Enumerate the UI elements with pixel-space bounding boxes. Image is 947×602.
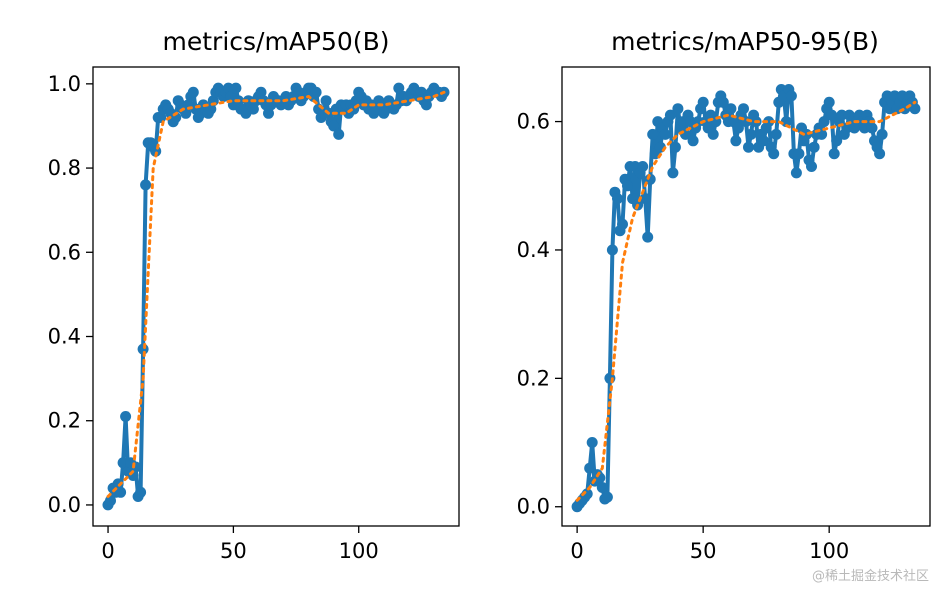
data-point (672, 103, 684, 115)
data-point (393, 82, 405, 94)
y-tick-label: 0.6 (48, 240, 81, 264)
data-point (247, 103, 259, 115)
y-ticks: 0.0 0.2 0.4 0.6 (517, 110, 562, 519)
data-point (866, 122, 878, 134)
y-tick-label: 0.0 (48, 493, 81, 517)
data-point (876, 128, 888, 140)
data-point (115, 486, 127, 498)
x-tick-label: 0 (570, 539, 583, 563)
x-tick-label: 50 (220, 539, 247, 563)
data-point (647, 128, 659, 140)
data-point (120, 411, 132, 422)
data-point (664, 109, 676, 121)
data-point (730, 135, 742, 147)
data-point (667, 167, 679, 179)
data-point (617, 218, 628, 230)
y-tick-label: 0.2 (517, 366, 550, 390)
data-point (806, 161, 817, 172)
data-point (738, 103, 749, 115)
y-tick-label: 0.4 (48, 325, 81, 349)
data-point (135, 486, 147, 498)
chart-title: metrics/mAP50-95(B) (611, 27, 879, 56)
y-tick-label: 1.0 (48, 72, 81, 96)
data-point (320, 95, 332, 107)
data-point (255, 86, 267, 98)
data-point (818, 116, 830, 128)
data-point (328, 120, 340, 132)
data-point (697, 96, 709, 108)
y-tick-label: 0.8 (48, 156, 81, 180)
data-point (763, 116, 775, 128)
data-point (584, 462, 596, 474)
data-point (780, 116, 792, 128)
data-point (732, 122, 744, 134)
data-point (612, 193, 623, 205)
series-layer (102, 82, 450, 511)
data-point (831, 135, 843, 147)
series-layer (571, 84, 921, 513)
data-point (823, 96, 835, 108)
data-point (785, 90, 797, 102)
data-point (187, 86, 199, 98)
y-tick-label: 0.0 (517, 495, 550, 519)
data-point (230, 82, 242, 94)
data-point (745, 128, 757, 140)
data-point (669, 141, 681, 153)
data-point (140, 179, 152, 191)
data-point (420, 99, 432, 111)
chart-title: metrics/mAP50(B) (163, 27, 390, 56)
data-point (909, 103, 921, 115)
x-tick-label: 0 (101, 539, 114, 563)
watermark: @稀土掘金技术社区 (812, 568, 929, 584)
data-point (606, 244, 618, 256)
data-point (639, 193, 651, 205)
y-ticks: 0.0 0.2 0.4 0.6 0.8 1.0 (48, 72, 93, 517)
data-point (826, 109, 838, 121)
data-point (707, 128, 719, 140)
x-ticks: 0 50 100 (101, 526, 379, 563)
data-point (687, 135, 699, 147)
data-point (808, 141, 820, 153)
data-point (601, 491, 613, 503)
x-ticks: 0 50 100 (570, 526, 849, 563)
data-point (743, 141, 754, 153)
data-point (828, 148, 840, 160)
x-tick-label: 100 (339, 539, 379, 563)
data-point (758, 135, 770, 147)
y-tick-label: 0.4 (517, 238, 550, 262)
data-point (263, 107, 274, 119)
smooth-line (575, 100, 917, 502)
x-tick-label: 100 (809, 539, 849, 563)
data-point (768, 148, 780, 160)
data-point (205, 103, 217, 115)
data-point (637, 161, 649, 172)
data-point (874, 148, 886, 160)
data-point (793, 148, 805, 160)
data-point (586, 437, 598, 448)
subplot-map50-95: metrics/mAP50-95(B) 0 50 100 0.0 0.2 0.4 0.6 (517, 27, 931, 563)
data-point (790, 167, 802, 179)
data-point (596, 482, 608, 493)
y-tick-label: 0.6 (517, 110, 550, 134)
data-point (622, 180, 633, 192)
data-point (717, 96, 729, 108)
data-point (770, 128, 782, 140)
data-point (659, 128, 671, 140)
data-point (112, 478, 124, 490)
data-point (310, 86, 322, 98)
x-tick-label: 50 (690, 539, 717, 563)
subplot-map50: metrics/mAP50(B) 0 50 100 0.0 0.2 0.4 0.6 0.8 1… (48, 27, 460, 563)
data-point (642, 231, 654, 243)
data-point (725, 103, 737, 115)
smooth-line (106, 90, 446, 498)
y-tick-label: 0.2 (48, 409, 81, 433)
data-point (333, 128, 345, 140)
